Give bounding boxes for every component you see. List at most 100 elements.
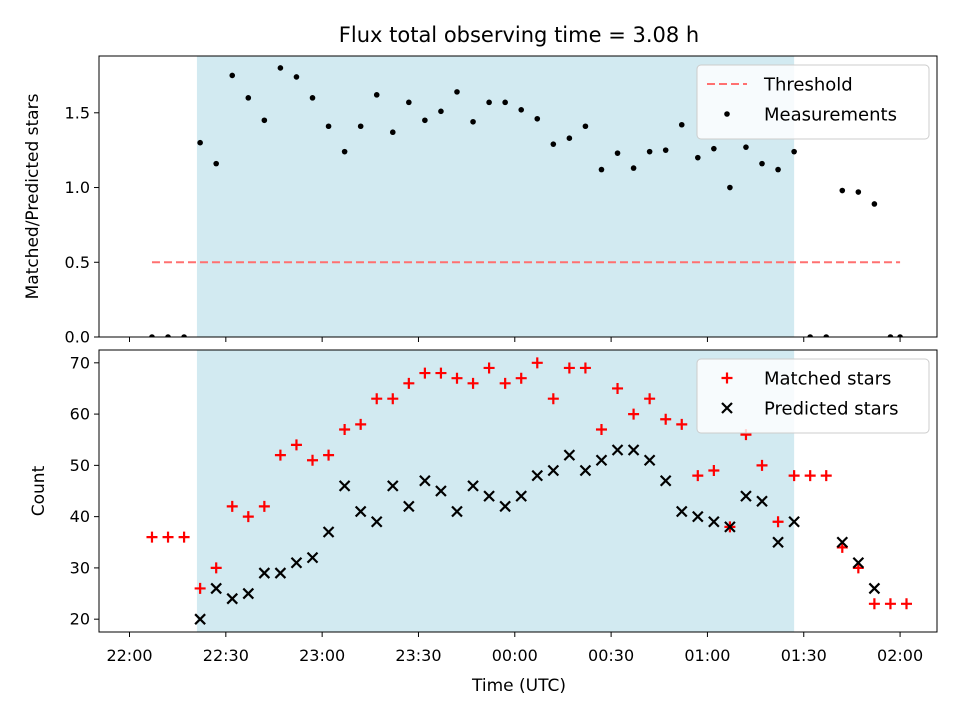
predicted-star-point <box>435 485 447 497</box>
matched-star-point <box>242 511 254 523</box>
matched-star-point <box>900 598 912 610</box>
matched-star-point <box>531 357 543 369</box>
measurement-point <box>213 160 219 167</box>
x-tick-label: 01:00 <box>684 646 730 665</box>
y-tick-label: 70 <box>70 353 90 372</box>
predicted-star-point <box>740 490 752 502</box>
measurement-point <box>695 154 701 161</box>
measurement-point <box>887 334 894 337</box>
y-axis-label: Count <box>29 465 49 516</box>
matched-star-point <box>644 393 656 405</box>
matched-star-point <box>515 372 527 384</box>
x-tick-label: 00:00 <box>492 646 538 665</box>
legend-measurement-swatch <box>724 111 730 117</box>
bottom-panel-counts: 20 30 40 50 60 70 22:00 22:30 23:00 23:30 00:00 00:… <box>29 349 938 665</box>
matched-star-point <box>258 500 270 512</box>
predicted-star-point <box>306 551 319 564</box>
predicted-star-point <box>194 613 206 625</box>
measurement-point <box>181 334 187 337</box>
matched-star-point <box>403 377 415 389</box>
chart-title: Flux total observing time = 3.08 h <box>339 23 699 47</box>
measurement-point <box>775 166 781 173</box>
measurement-point <box>791 148 797 155</box>
y-tick-label: 30 <box>70 558 90 577</box>
predicted-star-point <box>852 557 865 569</box>
measurement-point <box>727 184 733 191</box>
measurement-point <box>711 145 717 152</box>
predicted-star-point <box>226 592 239 605</box>
measurement-point <box>486 99 492 106</box>
predicted-star-point <box>724 521 736 533</box>
predicted-star-point <box>547 464 560 477</box>
matched-star-point <box>708 464 720 476</box>
matched-star-point <box>884 598 896 610</box>
predicted-star-point <box>868 582 881 595</box>
top-panel-ratio: 0.0 0.5 1.0 1.5 Matched/Predicted stars Thres… <box>23 55 938 347</box>
x-tick-label: 23:00 <box>299 646 345 665</box>
x-tick-label: 02:00 <box>877 646 923 665</box>
x-axis-label: Time (UTC) <box>471 676 566 696</box>
measurement-point <box>614 150 621 156</box>
matched-star-point <box>595 423 607 435</box>
measurement-point <box>325 123 332 130</box>
predicted-star-point <box>354 505 367 518</box>
predicted-star-point <box>467 480 479 492</box>
predicted-star-point <box>788 515 800 528</box>
x-tick-label: 23:30 <box>395 646 441 665</box>
measurement-point <box>422 117 428 124</box>
measurement-point <box>454 89 460 95</box>
predicted-star-point <box>403 500 415 513</box>
measurement-point <box>630 165 637 171</box>
predicted-star-point <box>531 469 544 482</box>
matched-star-point <box>804 470 816 482</box>
y-tick-label: 60 <box>70 405 90 424</box>
y-tick-label: 1.5 <box>65 103 90 122</box>
predicted-star-point <box>643 454 656 467</box>
y-tick-label: 40 <box>70 507 90 526</box>
predicted-star-point <box>595 454 608 467</box>
matched-star-point <box>579 362 591 374</box>
x-tick-label: 22:00 <box>106 646 152 665</box>
measurement-point <box>309 95 316 101</box>
measurement-point <box>502 99 508 106</box>
measurement-point <box>277 65 284 71</box>
predicted-star-point <box>258 567 271 579</box>
matched-star-point <box>146 531 158 543</box>
matched-star-point <box>547 393 559 405</box>
legend-label: Matched stars <box>764 369 891 390</box>
y-tick-label: 20 <box>70 610 90 629</box>
matched-star-point <box>676 418 688 430</box>
predicted-star-point <box>611 444 624 456</box>
measurement-point <box>341 148 348 155</box>
legend-matched-swatch <box>721 372 733 384</box>
predicted-star-point <box>419 474 431 487</box>
measurement-point <box>550 141 557 147</box>
measurement-point <box>534 115 541 122</box>
predicted-star-point <box>210 582 222 595</box>
matched-star-point <box>451 372 463 384</box>
matched-star-point <box>563 362 575 374</box>
predicted-star-point <box>290 557 303 569</box>
measurement-point <box>807 334 813 337</box>
predicted-star-point <box>675 505 688 518</box>
matched-star-point <box>772 516 784 528</box>
legend-box <box>696 358 930 434</box>
matched-star-point <box>628 408 640 420</box>
measurement-point <box>759 160 765 167</box>
matched-star-point <box>499 377 511 389</box>
predicted-star-point <box>659 474 672 487</box>
measurement-point <box>518 107 525 113</box>
predicted-star-point <box>370 515 383 528</box>
legend-predicted-swatch <box>721 402 733 414</box>
measurement-point <box>389 129 396 136</box>
measurement-point <box>582 123 589 130</box>
measurement-point <box>438 108 444 115</box>
legend-label: Predicted stars <box>764 399 898 420</box>
y-axis-label: Matched/Predicted stars <box>23 93 43 299</box>
observing-window-shade <box>196 350 795 632</box>
matched-star-point <box>467 377 479 389</box>
matched-star-point <box>820 470 832 482</box>
measurement-point <box>839 187 846 194</box>
measurement-point <box>662 147 669 153</box>
